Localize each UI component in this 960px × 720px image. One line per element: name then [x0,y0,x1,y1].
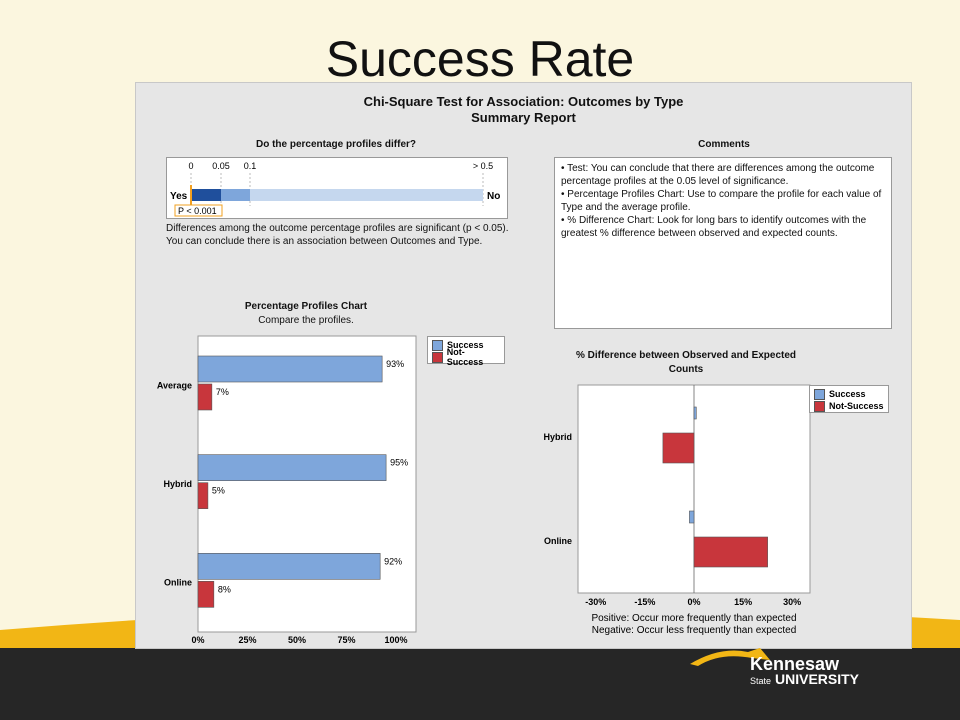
footnote: Negative: Occur less frequently than exp… [592,625,797,636]
x-tick-label: 0% [191,635,204,645]
kennesaw-logo: Kennesaw State UNIVERSITY [690,648,860,687]
plot-area [197,335,417,633]
bar-data-label: 93% [386,359,404,369]
diff-chart: -30% -15% 0% 15% 30% Hybrid Online Positive: Oc… [543,384,811,636]
bar-data-label: 92% [384,556,402,566]
category-label: Average [157,380,192,390]
pvalue-bar-mid [221,189,250,201]
x-tick-label: -30% [585,597,606,607]
profiles-chart: 0% 25% 50% 75% 100% Average 93% 7% Hybrid 95% 5% On… [157,335,417,645]
bar-success [197,553,381,580]
pvalue-tick: 0.1 [244,161,257,171]
pvalue-description: Differences among the outcome percentage… [166,223,509,247]
pvalue-tick: > 0.5 [473,161,493,171]
category-label: Hybrid [163,479,192,489]
bar-success [689,510,695,524]
legend-item-success: Success [432,339,500,351]
pvalue-heading: Do the percentage profiles differ? [255,139,417,150]
logo-state: State [750,676,771,686]
x-tick-label: 100% [384,635,407,645]
pvalue-tick: 0 [188,161,193,171]
pvalue-scale: 0 0.05 0.1 > 0.5 Yes No P < 0.001 [170,161,500,217]
diff-chart-title: % Difference between Observed and Expect… [575,350,797,375]
p-value-label: P < 0.001 [178,206,217,216]
logo-line1: Kennesaw [750,654,840,674]
comments-box: • Test: You can conclude that there are … [554,157,892,329]
slide-title: Success Rate [325,31,635,87]
bar-data-label: 7% [216,387,229,397]
footnote: Positive: Occur more frequently than exp… [591,613,796,624]
x-tick-label: 15% [734,597,752,607]
comment-item: • Percentage Profiles Chart: Use to comp… [561,189,882,213]
report-title: Chi-Square Test for Association: Outcome… [363,94,684,109]
bar-not-success [662,432,695,464]
bar-not-success [197,383,213,411]
profiles-chart-title: Percentage Profiles Chart [244,301,368,312]
footer-band [0,648,960,720]
bar-success [693,406,697,420]
report-subtitle: Summary Report [471,110,576,125]
x-tick-label: 50% [288,635,306,645]
legend-label: Success [829,389,866,399]
bar-data-label: 8% [218,584,231,594]
bar-not-success [693,536,768,568]
legend-label: Success [447,340,484,350]
bar-success [197,355,383,383]
report-panel: Chi-Square Test for Association: Outcome… [135,82,912,649]
bar-not-success [197,581,215,608]
x-tick-label: 0% [687,597,700,607]
pvalue-bar-dark [191,189,221,201]
x-tick-label: 75% [337,635,355,645]
pvalue-bar-light [250,189,483,201]
no-label: No [487,191,500,202]
category-label: Online [164,578,192,588]
comments-heading: Comments [698,139,750,150]
x-tick-label: -15% [634,597,655,607]
yes-label: Yes [170,191,188,202]
bar-data-label: 95% [390,458,408,468]
category-label: Hybrid [543,432,572,442]
bar-success [197,454,387,481]
x-tick-label: 25% [238,635,256,645]
profiles-legend: Success Not-Success [427,336,505,367]
legend-item-not-success: Not-Success [432,347,500,367]
x-tick-label: 30% [783,597,801,607]
pvalue-box: 0 0.05 0.1 > 0.5 Yes No P < 0.001 [166,157,508,219]
comment-item: • % Difference Chart: Look for long bars… [561,215,867,239]
comment-item: • Test: You can conclude that there are … [561,163,875,187]
bar-data-label: 5% [212,486,225,496]
diff-legend: Success Not-Success [809,385,889,413]
profiles-chart-subtitle: Compare the profiles. [258,315,354,326]
legend-item-not-success: Not-Success [814,400,884,412]
category-label: Online [544,536,572,546]
pvalue-tick: 0.05 [212,161,230,171]
bar-not-success [197,482,209,509]
logo-line2: UNIVERSITY [775,671,860,687]
legend-label: Not-Success [829,401,884,411]
legend-label: Not-Success [446,347,484,367]
legend-item-success: Success [814,388,884,400]
